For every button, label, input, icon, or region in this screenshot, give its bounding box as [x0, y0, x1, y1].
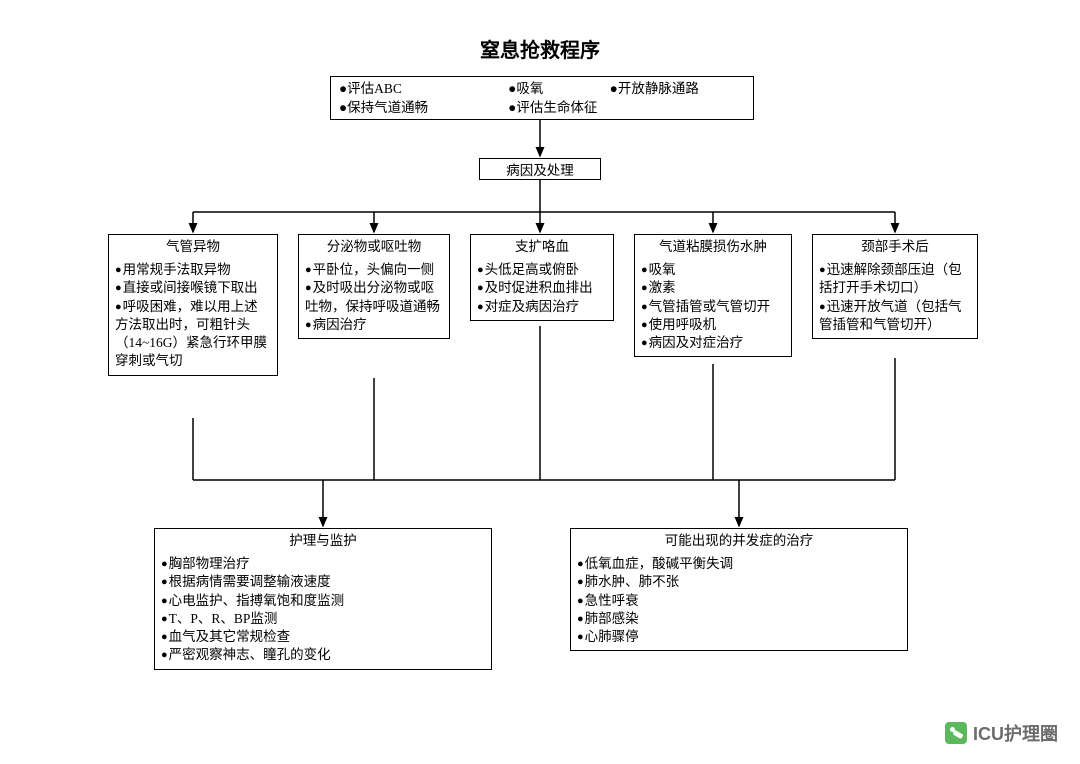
comp-item: 低氧血症，酸碱平衡失调: [577, 555, 901, 573]
col4-item: 激素: [641, 279, 785, 297]
nurse-item: 胸部物理治疗: [161, 555, 485, 573]
top-item: ●开放静脉通路: [610, 80, 745, 99]
page-title: 窒息抢救程序: [0, 0, 1080, 63]
box-mucosa-edema: 气道粘膜损伤水肿 吸氧 激素 气管插管或气管切开 使用呼吸机 病因及对症治疗: [634, 234, 792, 357]
col3-item: 头低足高或俯卧: [477, 261, 607, 279]
nurse-item: 严密观察神志、瞳孔的变化: [161, 646, 485, 664]
comp-item: 急性呼衰: [577, 592, 901, 610]
box-cause-label: 病因及处理: [479, 158, 601, 180]
col4-item: 吸氧: [641, 261, 785, 279]
col2-title: 分泌物或呕吐物: [299, 235, 449, 257]
col1-item: 呼吸困难，难以用上述方法取出时，可粗针头（14~16G）紧急行环甲膜穿刺或气切: [115, 298, 271, 371]
col4-item: 病因及对症治疗: [641, 334, 785, 352]
col5-item: 迅速开放气道（包括气管插管和气管切开）: [819, 298, 971, 334]
box-initial-assessment: ●评估ABC ●保持气道通畅 ●吸氧 ●评估生命体征 ●开放静脉通路: [330, 76, 754, 120]
col3-item: 对症及病因治疗: [477, 298, 607, 316]
cause-text: 病因及处理: [480, 159, 600, 181]
col2-item: 病因治疗: [305, 316, 443, 334]
nurse-item: 心电监护、指搏氧饱和度监测: [161, 592, 485, 610]
col2-item: 平卧位，头偏向一侧: [305, 261, 443, 279]
nurse-item: T、P、R、BP监测: [161, 610, 485, 628]
col4-title: 气道粘膜损伤水肿: [635, 235, 791, 257]
col1-title: 气管异物: [109, 235, 277, 257]
col4-item: 使用呼吸机: [641, 316, 785, 334]
col3-item: 及时促进积血排出: [477, 279, 607, 297]
comp-item: 肺部感染: [577, 610, 901, 628]
col1-item: 直接或间接喉镜下取出: [115, 279, 271, 297]
top-item: ●评估ABC: [339, 80, 508, 99]
col1-item: 用常规手法取异物: [115, 261, 271, 279]
comp-item: 肺水肿、肺不张: [577, 573, 901, 591]
wechat-icon: [945, 722, 967, 744]
top-item: ●吸氧: [508, 80, 610, 99]
watermark-text: ICU护理圈: [973, 720, 1058, 746]
box-hemoptysis: 支扩咯血 头低足高或俯卧 及时促进积血排出 对症及病因治疗: [470, 234, 614, 321]
comp-title: 可能出现的并发症的治疗: [571, 529, 907, 551]
col4-item: 气管插管或气管切开: [641, 298, 785, 316]
col5-item: 迅速解除颈部压迫（包括打开手术切口）: [819, 261, 971, 297]
nurse-item: 血气及其它常规检查: [161, 628, 485, 646]
top-item: ●评估生命体征: [508, 99, 610, 118]
box-complications: 可能出现的并发症的治疗 低氧血症，酸碱平衡失调 肺水肿、肺不张 急性呼衰 肺部感…: [570, 528, 908, 651]
box-foreign-body: 气管异物 用常规手法取异物 直接或间接喉镜下取出 呼吸困难，难以用上述方法取出时…: [108, 234, 278, 376]
comp-item: 心肺骤停: [577, 628, 901, 646]
box-nursing: 护理与监护 胸部物理治疗 根据病情需要调整输液速度 心电监护、指搏氧饱和度监测 …: [154, 528, 492, 670]
col5-title: 颈部手术后: [813, 235, 977, 257]
col2-item: 及时吸出分泌物或呕吐物，保持呼吸道通畅: [305, 279, 443, 315]
box-secretions: 分泌物或呕吐物 平卧位，头偏向一侧 及时吸出分泌物或呕吐物，保持呼吸道通畅 病因…: [298, 234, 450, 339]
nursing-title: 护理与监护: [155, 529, 491, 551]
box-post-neck-surgery: 颈部手术后 迅速解除颈部压迫（包括打开手术切口） 迅速开放气道（包括气管插管和气…: [812, 234, 978, 339]
col3-title: 支扩咯血: [471, 235, 613, 257]
nurse-item: 根据病情需要调整输液速度: [161, 573, 485, 591]
top-item: ●保持气道通畅: [339, 99, 508, 118]
watermark: ICU护理圈: [945, 720, 1058, 746]
